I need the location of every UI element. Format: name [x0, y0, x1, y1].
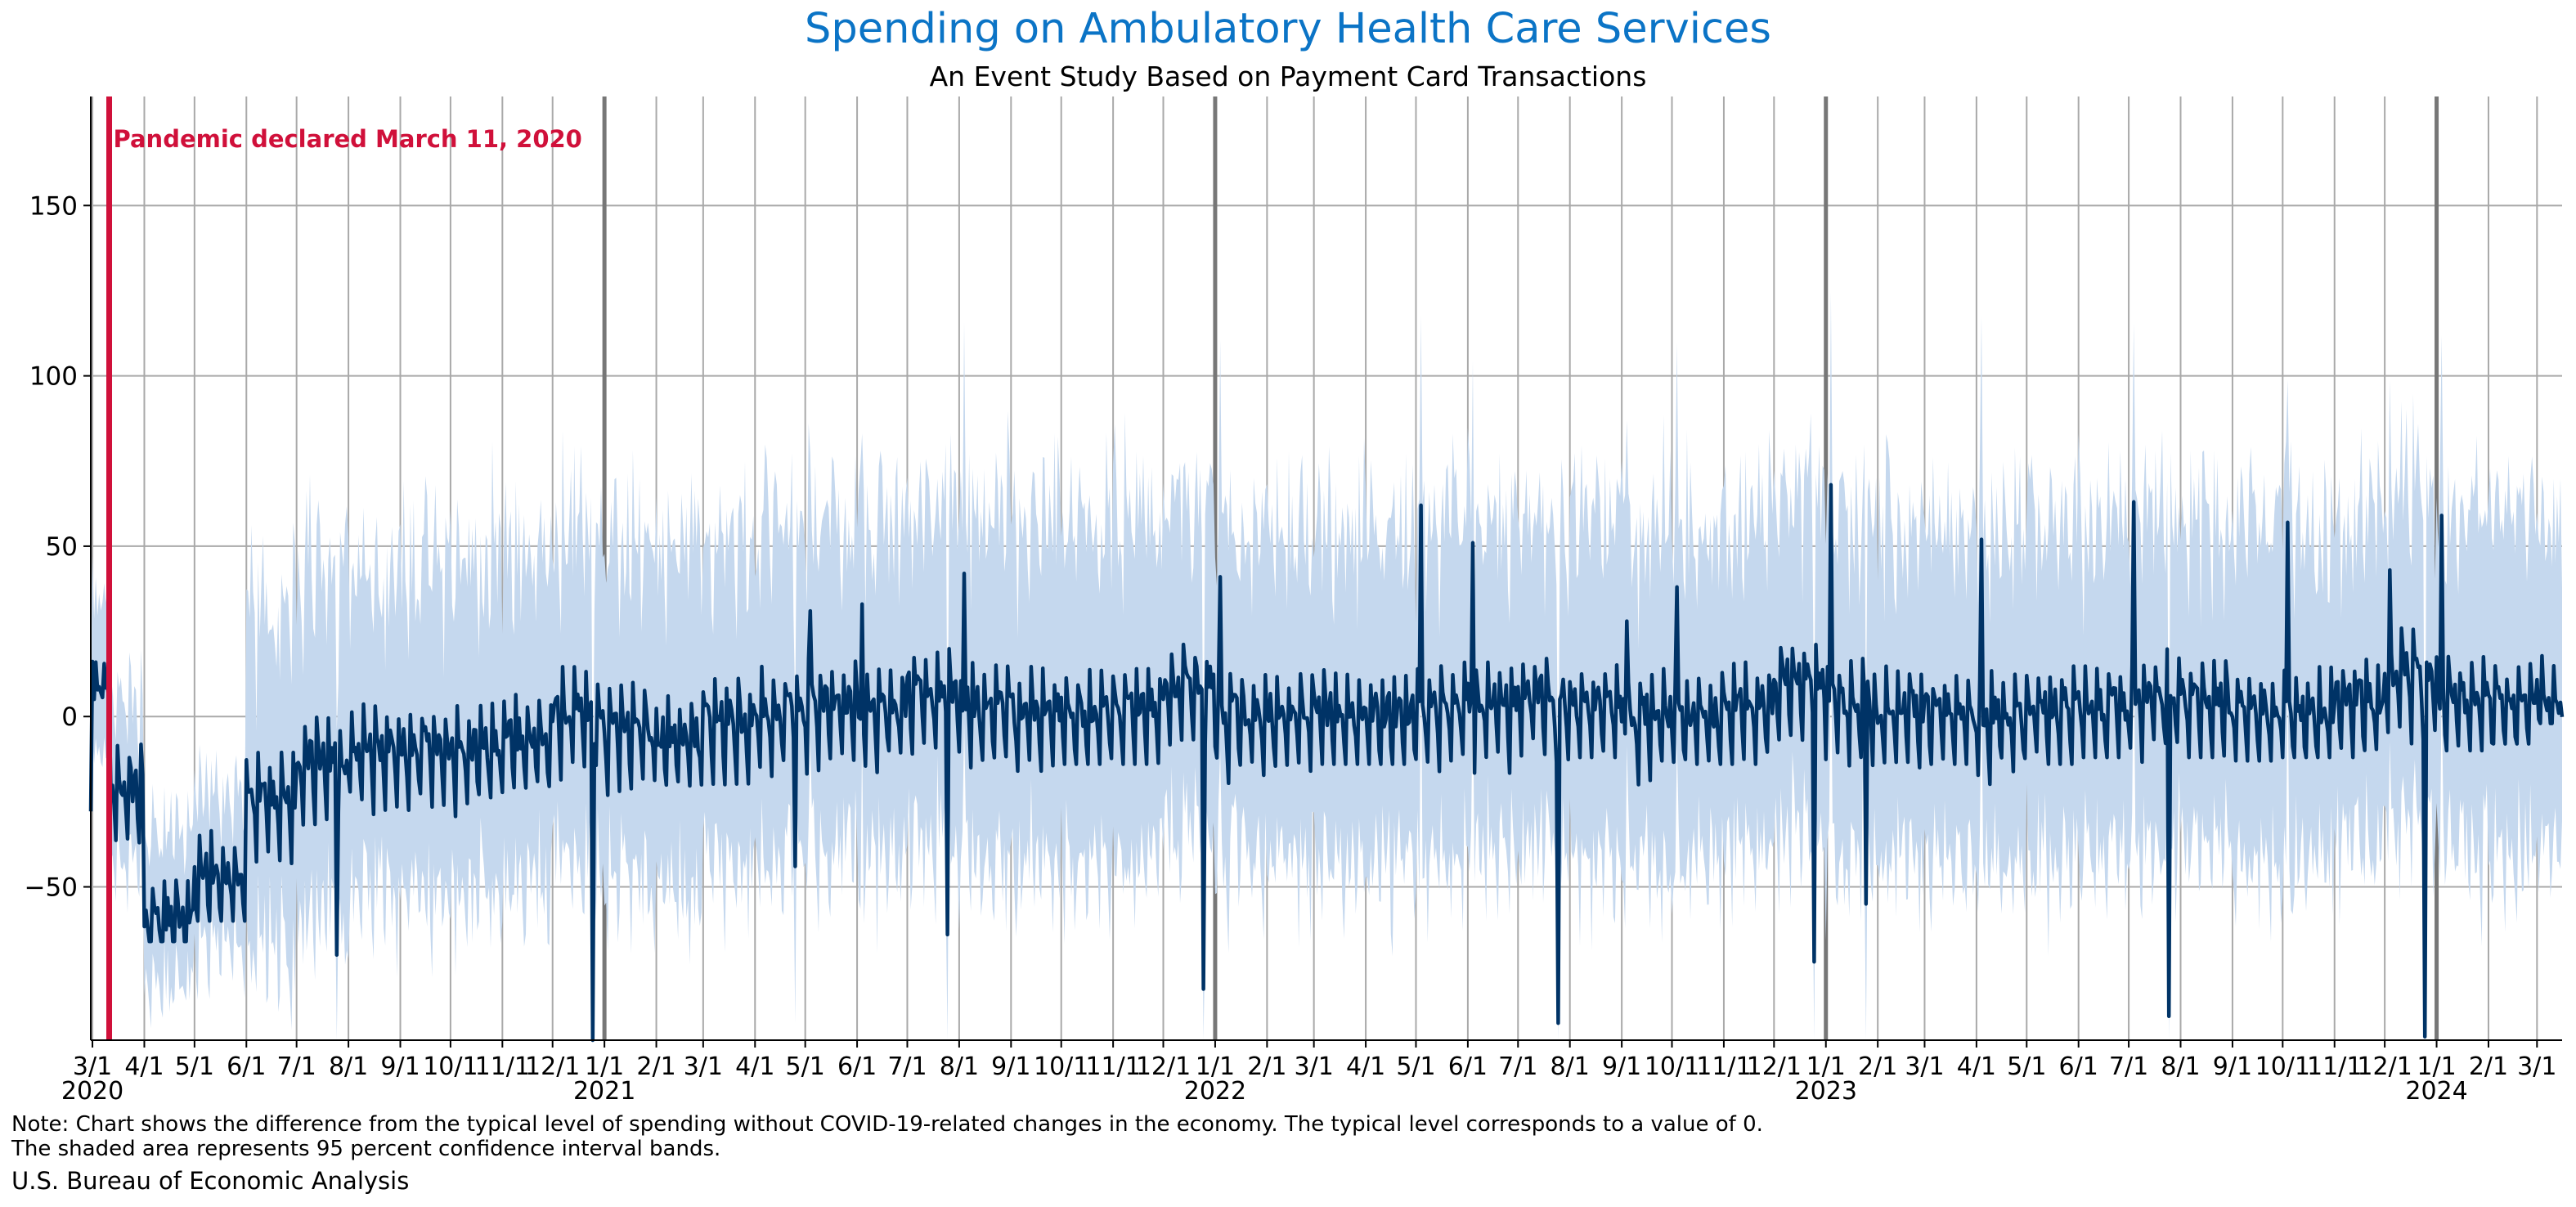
year-label: 2022	[1184, 1077, 1246, 1106]
x-tick-label: 5/1	[175, 1052, 214, 1081]
x-tick-label: 3/1	[1295, 1052, 1334, 1081]
x-tick-label: 7/1	[887, 1052, 927, 1081]
x-tick-label: 10/1	[423, 1052, 478, 1081]
x-tick-label: 9/1	[1602, 1052, 1641, 1081]
x-tick-label: 5/1	[786, 1052, 825, 1081]
x-tick-label: 8/1	[940, 1052, 979, 1081]
x-tick-label: 1/1	[585, 1052, 624, 1081]
x-tick-label: 12/1	[1747, 1052, 1802, 1081]
y-tick-label: 150	[29, 191, 78, 221]
x-tick-label: 11/1	[1085, 1052, 1140, 1081]
source-label: U.S. Bureau of Economic Analysis	[11, 1167, 410, 1195]
x-tick-label: 8/1	[1551, 1052, 1590, 1081]
year-label: 2024	[2405, 1077, 2467, 1106]
x-tick-label: 11/1	[2307, 1052, 2362, 1081]
x-tick-label: 8/1	[2161, 1052, 2200, 1081]
confidence-band	[91, 292, 2562, 1040]
x-tick-label: 3/1	[73, 1052, 112, 1081]
x-tick-label: 12/1	[525, 1052, 580, 1081]
x-tick-label: 7/1	[1498, 1052, 1537, 1081]
x-tick-label: 7/1	[277, 1052, 316, 1081]
x-tick-label: 7/1	[2109, 1052, 2148, 1081]
x-tick-label: 4/1	[735, 1052, 774, 1081]
year-label: 2023	[1795, 1077, 1857, 1106]
y-tick-label: −50	[25, 873, 78, 903]
y-tick-label: 0	[61, 702, 78, 732]
pandemic-annotation: Pandemic declared March 11, 2020	[114, 125, 582, 153]
year-label: 2021	[573, 1077, 635, 1106]
x-tick-label: 11/1	[1696, 1052, 1751, 1081]
note-line-2: The shaded area represents 95 percent co…	[11, 1137, 721, 1161]
x-tick-label: 10/1	[2255, 1052, 2310, 1081]
x-tick-label: 1/1	[2417, 1052, 2456, 1081]
x-tick-label: 10/1	[1034, 1052, 1088, 1081]
x-tick-label: 4/1	[1346, 1052, 1385, 1081]
x-tick-label: 5/1	[2007, 1052, 2046, 1081]
x-tick-label: 8/1	[329, 1052, 368, 1081]
x-tick-label: 2/1	[1858, 1052, 1897, 1081]
chart-title: Spending on Ambulatory Health Care Servi…	[805, 5, 1771, 53]
x-tick-label: 2/1	[636, 1052, 675, 1081]
x-tick-label: 6/1	[227, 1052, 266, 1081]
x-tick-label: 4/1	[1957, 1052, 1996, 1081]
x-tick-label: 4/1	[124, 1052, 164, 1081]
x-tick-label: 1/1	[1806, 1052, 1846, 1081]
x-tick-label: 12/1	[2357, 1052, 2412, 1081]
note-line-1: Note: Chart shows the difference from th…	[11, 1112, 1763, 1137]
x-tick-label: 1/1	[1196, 1052, 1235, 1081]
x-tick-label: 9/1	[991, 1052, 1030, 1081]
x-tick-label: 12/1	[1136, 1052, 1191, 1081]
estimate-line	[88, 482, 2565, 1043]
chart-note: Note: Chart shows the difference from th…	[11, 1112, 1763, 1161]
x-tick-label: 6/1	[2059, 1052, 2098, 1081]
year-label: 2020	[61, 1077, 123, 1106]
x-tick-label: 3/1	[1905, 1052, 1944, 1081]
x-tick-label: 6/1	[1448, 1052, 1488, 1081]
x-tick-label: 3/1	[684, 1052, 723, 1081]
x-tick-label: 9/1	[380, 1052, 420, 1081]
x-tick-label: 6/1	[837, 1052, 877, 1081]
x-tick-label: 10/1	[1645, 1052, 1699, 1081]
y-tick-label: 100	[29, 362, 78, 392]
x-tick-label: 3/1	[2517, 1052, 2556, 1081]
x-tick-label: 2/1	[1247, 1052, 1286, 1081]
x-tick-label: 9/1	[2213, 1052, 2252, 1081]
x-tick-label: 5/1	[1396, 1052, 1435, 1081]
x-tick-label: 2/1	[2469, 1052, 2508, 1081]
chart-subtitle: An Event Study Based on Payment Card Tra…	[929, 61, 1647, 92]
y-tick-label: 50	[46, 532, 78, 562]
x-tick-label: 11/1	[475, 1052, 530, 1081]
